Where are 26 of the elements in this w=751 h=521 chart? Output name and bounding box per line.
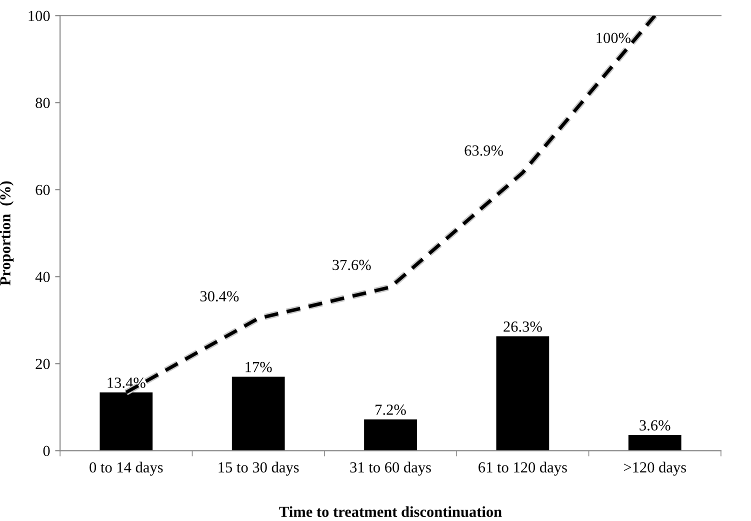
x-axis-title: Time to treatment discontinuation (279, 506, 502, 518)
y-tick-label: 40 (35, 272, 50, 282)
y-axis-title: Proportion (%) (0, 181, 14, 286)
y-tick-label: 80 (36, 98, 50, 108)
y-tick-label: 0 (43, 446, 50, 456)
data-label: 63.9% (464, 145, 504, 156)
x-tick-label: 0 to 14 days (90, 462, 163, 476)
x-tick-label: 15 to 30 days (218, 462, 299, 476)
y-tick-label: 60 (36, 184, 50, 196)
data-label: 3.6% (640, 420, 670, 431)
bar (628, 435, 682, 451)
x-tick-label: 31 to 60 days (350, 462, 431, 476)
y-tick-label: 20 (36, 358, 50, 370)
data-label: 30.4% (200, 291, 239, 302)
bar (232, 376, 285, 451)
data-label: 17% (246, 362, 272, 372)
x-tick-label: >120 days (624, 462, 686, 476)
y-tick-label: 100 (28, 10, 50, 22)
bar (496, 336, 550, 451)
data-label: 7.2% (376, 404, 406, 415)
data-label: 100% (596, 32, 631, 44)
data-label: 37.6% (332, 260, 371, 270)
x-tick-label: 61 to 120 days (478, 462, 567, 476)
bar (364, 419, 417, 451)
data-label: 13.4% (108, 378, 146, 388)
data-label: 26.3% (504, 321, 542, 332)
